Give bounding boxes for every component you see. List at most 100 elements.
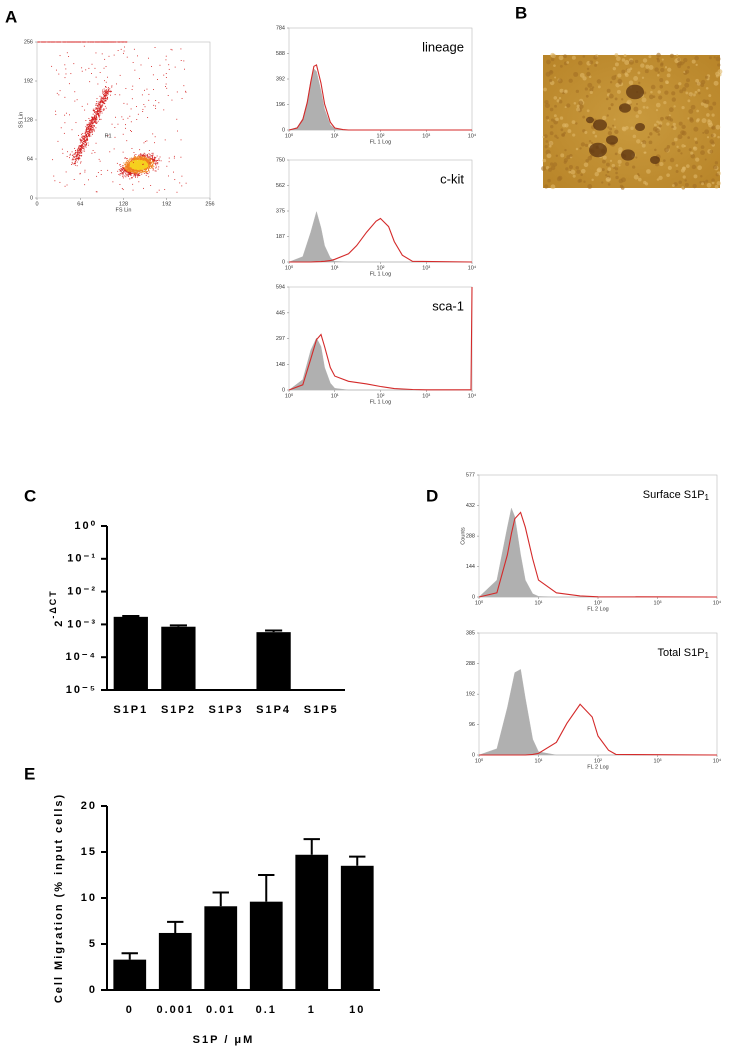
event-dot	[76, 154, 77, 156]
event-dot	[143, 158, 145, 160]
event-dot	[142, 171, 144, 173]
event-dot	[122, 177, 124, 179]
event-dot	[149, 160, 151, 162]
cell-texture	[563, 160, 567, 164]
event-dot	[87, 125, 89, 127]
event-dot	[113, 148, 115, 150]
event-dot	[146, 88, 148, 90]
saturated-dot	[77, 41, 79, 43]
event-dot	[88, 134, 90, 136]
event-dot	[95, 108, 97, 109]
event-dot	[111, 172, 113, 174]
x-axis-label: FS Lin	[116, 207, 132, 213]
event-dot	[149, 162, 151, 164]
event-dot	[78, 154, 80, 156]
x-tick-label: 1	[308, 1004, 316, 1016]
cell-texture	[563, 89, 568, 94]
event-dot	[154, 142, 156, 144]
event-dot	[150, 185, 152, 186]
event-dot	[74, 100, 76, 102]
y-tick-label: 10	[81, 892, 97, 904]
event-dot	[163, 109, 165, 111]
event-dot	[131, 165, 132, 167]
event-dot	[125, 174, 127, 176]
cell-texture	[695, 157, 700, 162]
event-dot	[136, 119, 138, 120]
event-dot	[76, 161, 78, 163]
event-dot	[103, 95, 105, 97]
cell-texture	[594, 134, 598, 138]
event-dot	[84, 141, 86, 143]
cell-texture	[685, 91, 689, 95]
saturated-dot	[95, 41, 97, 43]
event-dot	[139, 174, 141, 176]
saturated-dot	[67, 41, 69, 43]
event-dot	[131, 171, 133, 173]
event-dot	[128, 172, 130, 173]
cell-texture	[583, 162, 589, 168]
event-dot	[133, 171, 134, 172]
cell-texture	[586, 67, 590, 71]
event-dot	[129, 115, 131, 117]
event-dot	[73, 179, 75, 180]
y-tick-label: 20	[81, 800, 97, 812]
event-dot	[84, 133, 86, 135]
event-dot	[84, 131, 86, 133]
saturated-dot	[47, 41, 49, 43]
cell-texture	[684, 182, 689, 187]
event-dot	[145, 158, 147, 160]
event-dot	[158, 160, 160, 162]
saturated-dot	[70, 41, 72, 43]
x-tick-label: 10⁴	[468, 132, 477, 139]
event-dot	[149, 159, 151, 161]
event-dot	[59, 55, 61, 57]
event-dot	[137, 160, 139, 162]
event-dot	[154, 162, 156, 164]
event-dot	[71, 159, 73, 161]
event-dot	[129, 161, 131, 163]
event-dot	[93, 118, 95, 120]
event-dot	[136, 159, 138, 161]
event-dot	[100, 104, 102, 106]
event-dot	[68, 55, 70, 57]
cell-texture	[637, 172, 640, 176]
event-dot	[134, 156, 136, 158]
event-dot	[100, 110, 102, 112]
event-dot	[131, 168, 133, 170]
event-dot	[89, 122, 91, 124]
event-dot	[135, 156, 137, 158]
event-dot	[90, 120, 91, 122]
event-dot	[176, 191, 178, 193]
event-dot	[168, 161, 170, 163]
event-dot	[155, 167, 157, 169]
event-dot	[89, 125, 91, 127]
event-dot	[84, 145, 86, 147]
event-dot	[83, 147, 85, 149]
event-dot	[104, 91, 106, 93]
event-dot	[93, 114, 95, 116]
y-tick-label: 375	[276, 208, 285, 214]
event-dot	[115, 116, 116, 118]
event-dot	[132, 168, 134, 170]
event-dot	[74, 91, 76, 93]
event-dot	[127, 173, 129, 175]
event-dot	[104, 99, 106, 101]
event-dot	[130, 161, 132, 163]
event-dot	[139, 154, 141, 156]
saturated-dot	[45, 41, 47, 43]
event-dot	[82, 133, 84, 135]
event-dot	[147, 160, 148, 162]
event-dot	[143, 171, 145, 173]
event-dot	[94, 118, 96, 120]
event-dot	[106, 92, 108, 94]
event-dot	[100, 99, 102, 101]
event-dot	[165, 86, 166, 87]
event-dot	[155, 170, 157, 172]
event-dot	[151, 158, 153, 160]
cell-texture	[543, 134, 548, 139]
cell-texture	[702, 131, 705, 134]
cell-texture	[690, 104, 696, 110]
cell-texture	[610, 103, 614, 107]
cell-texture	[648, 94, 654, 100]
event-dot	[105, 89, 107, 91]
